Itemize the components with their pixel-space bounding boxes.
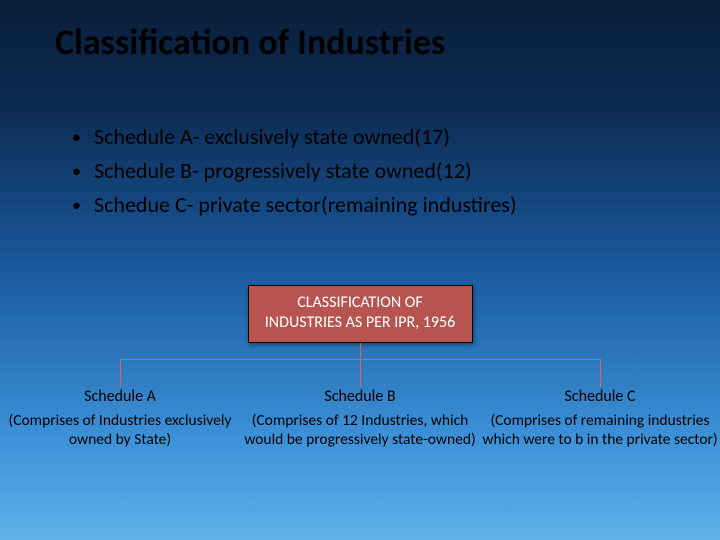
connector-line bbox=[360, 343, 361, 359]
children-row: Schedule A (Comprises of Industries excl… bbox=[0, 387, 720, 450]
bullet-icon: • bbox=[72, 188, 94, 222]
bullet-list: • Schedule A- exclusively state owned(17… bbox=[72, 120, 517, 223]
list-item: • Schedule A- exclusively state owned(17… bbox=[72, 120, 517, 154]
slide-title: Classification of Industries bbox=[55, 20, 445, 64]
child-title: Schedule A bbox=[2, 387, 238, 407]
connector-area bbox=[0, 343, 720, 387]
child-node-schedule-c: Schedule C (Comprises of remaining indus… bbox=[482, 387, 718, 450]
child-body: (Comprises of remaining industries which… bbox=[482, 411, 718, 450]
bullet-text: Schedue C- private sector(remaining indu… bbox=[94, 188, 517, 222]
connector-line bbox=[600, 359, 601, 387]
child-node-schedule-a: Schedule A (Comprises of Industries excl… bbox=[2, 387, 238, 450]
connector-line bbox=[360, 359, 361, 387]
list-item: • Schedule B- progressively state owned(… bbox=[72, 154, 517, 188]
child-body: (Comprises of Industries exclusively own… bbox=[2, 411, 238, 450]
list-item: • Schedue C- private sector(remaining in… bbox=[72, 188, 517, 222]
root-node: CLASSIFICATION OF INDUSTRIES AS PER IPR,… bbox=[248, 285, 473, 343]
child-title: Schedule B bbox=[242, 387, 478, 407]
bullet-text: Schedule A- exclusively state owned(17) bbox=[94, 120, 517, 154]
child-node-schedule-b: Schedule B (Comprises of 12 Industries, … bbox=[242, 387, 478, 450]
child-title: Schedule C bbox=[482, 387, 718, 407]
bullet-text: Schedule B- progressively state owned(12… bbox=[94, 154, 517, 188]
child-body: (Comprises of 12 Industries, which would… bbox=[242, 411, 478, 450]
bullet-icon: • bbox=[72, 154, 94, 188]
connector-line bbox=[120, 359, 121, 387]
bullet-icon: • bbox=[72, 120, 94, 154]
org-chart: CLASSIFICATION OF INDUSTRIES AS PER IPR,… bbox=[0, 285, 720, 450]
slide: Classification of Industries • Schedule … bbox=[0, 0, 720, 540]
